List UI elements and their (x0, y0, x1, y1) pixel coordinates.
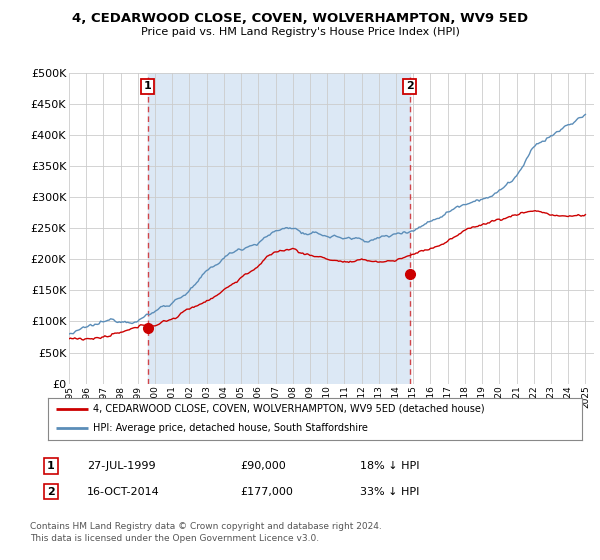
Text: Contains HM Land Registry data © Crown copyright and database right 2024.
This d: Contains HM Land Registry data © Crown c… (30, 522, 382, 543)
Text: HPI: Average price, detached house, South Staffordshire: HPI: Average price, detached house, Sout… (94, 423, 368, 433)
Text: £90,000: £90,000 (240, 461, 286, 471)
Text: 2: 2 (47, 487, 55, 497)
Text: Price paid vs. HM Land Registry's House Price Index (HPI): Price paid vs. HM Land Registry's House … (140, 27, 460, 37)
Text: 33% ↓ HPI: 33% ↓ HPI (360, 487, 419, 497)
Text: 18% ↓ HPI: 18% ↓ HPI (360, 461, 419, 471)
Text: 1: 1 (144, 81, 152, 91)
Text: £177,000: £177,000 (240, 487, 293, 497)
Bar (148, 73, 410, 384)
Text: 4, CEDARWOOD CLOSE, COVEN, WOLVERHAMPTON, WV9 5ED (detached house): 4, CEDARWOOD CLOSE, COVEN, WOLVERHAMPTON… (94, 404, 485, 414)
Text: 4, CEDARWOOD CLOSE, COVEN, WOLVERHAMPTON, WV9 5ED: 4, CEDARWOOD CLOSE, COVEN, WOLVERHAMPTON… (72, 12, 528, 25)
Text: 2: 2 (406, 81, 413, 91)
Text: 1: 1 (47, 461, 55, 471)
Text: 27-JUL-1999: 27-JUL-1999 (87, 461, 155, 471)
Text: 16-OCT-2014: 16-OCT-2014 (87, 487, 160, 497)
